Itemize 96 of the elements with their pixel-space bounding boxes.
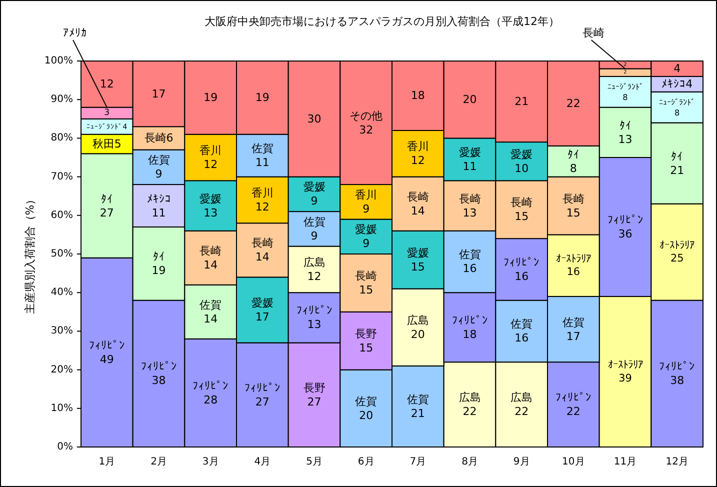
data-label: ﾀｲ 13 [618, 118, 632, 146]
tick-label: 100% [44, 56, 73, 66]
data-label: ﾀｲ 21 [670, 150, 684, 177]
data-label: 長野 15 [355, 327, 378, 354]
data-label: ﾌｨﾘﾋﾟﾝ 13 [296, 304, 332, 332]
data-label: 長崎 13 [458, 192, 481, 220]
data-label: ﾆｭｰｼﾞﾗﾝﾄﾞ 8 [607, 82, 644, 102]
tick-label: 30% [50, 326, 73, 337]
data-label: 広島 20 [406, 314, 429, 341]
data-label: ｵｰｽﾄﾗﾘｱ 39 [608, 359, 643, 384]
data-label: 長崎6 [144, 132, 174, 145]
tick-label: 60% [50, 210, 73, 221]
tick-label: 7月 [410, 456, 426, 468]
data-label: 21 [514, 95, 529, 108]
tick-label: 10月 [562, 456, 585, 468]
data-label: 愛媛 9 [355, 223, 378, 250]
data-label: 19 [204, 91, 218, 104]
data-label: ﾀｲ 8 [567, 148, 580, 175]
data-label: 3 [104, 108, 110, 118]
tick-label: 4月 [254, 456, 271, 468]
tick-label: 20% [50, 364, 73, 376]
data-label: 20 [462, 93, 477, 106]
data-label: ﾒｷｼｺ 11 [146, 192, 171, 220]
data-label: ﾌｨﾘﾋﾟﾝ 16 [504, 256, 540, 283]
data-label: ﾌｨﾘﾋﾟﾝ 49 [88, 338, 125, 366]
tick-label: 80% [50, 132, 73, 144]
data-label: ﾆｭｰｼﾞﾗﾝﾄﾞ 8 [659, 97, 696, 118]
data-label: 18 [410, 89, 425, 102]
data-label: 17 [152, 87, 166, 100]
data-label: ｵｰｽﾄﾗﾘｱ 16 [556, 252, 591, 278]
data-label: ﾌｨﾘﾋﾟﾝ 18 [452, 314, 488, 341]
data-label: 長崎 15 [355, 269, 378, 296]
data-label: ﾌｨﾘﾋﾟﾝ 22 [555, 391, 592, 418]
ylabel: 主産県別入荷割合（%） [24, 194, 36, 314]
data-label: 愛媛 9 [303, 180, 326, 208]
annotation: 長崎 [582, 26, 604, 40]
tick-label: 12月 [666, 456, 688, 468]
data-label: 愛媛 11 [458, 146, 481, 173]
data-label: ｵｰｽﾄﾗﾘｱ 25 [660, 239, 695, 265]
data-label: 19 [255, 91, 270, 104]
tick-label: 5月 [306, 456, 322, 468]
data-label: 佐賀 16 [458, 248, 481, 276]
data-label: 22 [566, 96, 580, 110]
tick-label: 6月 [358, 456, 374, 468]
tick-label: 11月 [614, 456, 637, 468]
tick-label: 3月 [202, 456, 219, 468]
data-label: 長崎 14 [200, 244, 222, 272]
tick-label: 8月 [462, 456, 478, 468]
data-label: 佐賀 16 [510, 318, 533, 345]
data-label: 佐賀 11 [251, 142, 274, 170]
tick-label: 90% [50, 94, 73, 106]
data-label: 広島 22 [458, 391, 481, 418]
data-label: 長崎 15 [562, 192, 584, 220]
tick-label: 9月 [513, 456, 530, 468]
tick-label: 0% [57, 442, 73, 452]
data-label: 佐賀 20 [355, 394, 378, 422]
data-label: 広島 22 [510, 391, 533, 418]
data-label: 30 [307, 112, 322, 126]
data-label: 佐賀 9 [303, 215, 326, 242]
data-label: 香川 12 [200, 144, 222, 171]
data-label: 長崎 14 [251, 236, 274, 264]
tick-label: 10% [50, 402, 73, 414]
data-label: ﾌｨﾘﾋﾟﾝ 36 [607, 213, 644, 240]
data-label: その他 32 [350, 109, 383, 136]
data-label: 佐賀 9 [148, 154, 170, 181]
data-label: 秋田5 [92, 138, 122, 150]
tick-label: 70% [50, 171, 73, 182]
data-label: ﾌｨﾘﾋﾟﾝ 38 [659, 360, 696, 388]
data-label: ﾀｲ 27 [100, 192, 114, 220]
data-label: 愛媛 15 [406, 246, 429, 274]
data-label: 香川 12 [406, 140, 429, 168]
data-label: 佐賀 14 [200, 298, 222, 326]
data-label: 佐賀 21 [406, 392, 429, 420]
data-label: ﾒｷｼｺ4 [662, 78, 693, 91]
title: 大阪府中央卸売市場におけるアスパラガスの月別入荷割合（平成12年） [204, 15, 560, 28]
data-label: 愛媛 17 [251, 296, 274, 324]
data-label: ﾌｨﾘﾋﾟﾝ 38 [140, 360, 177, 388]
annotation: ｱﾒﾘｶ [63, 26, 87, 40]
data-label: ﾌｨﾘﾋﾟﾝ 27 [244, 381, 280, 408]
data-label: ﾀｲ 19 [152, 250, 166, 278]
tick-label: 2月 [150, 456, 167, 468]
tick-label: 40% [50, 287, 73, 298]
tick-label: 50% [50, 248, 73, 260]
data-label: 香川 9 [355, 188, 378, 216]
data-label: ﾌｨﾘﾋﾟﾝ 28 [192, 379, 229, 406]
data-label: 香川 12 [251, 186, 274, 214]
data-label: 長崎 14 [406, 190, 429, 218]
tick-label: 1月 [98, 456, 116, 468]
data-label: 愛媛 10 [510, 148, 533, 175]
data-label: 愛媛 13 [200, 192, 222, 220]
data-label: 長野 27 [303, 381, 326, 408]
data-label: 広島 12 [303, 256, 326, 283]
data-label: 12 [100, 78, 114, 91]
data-label: 長崎 15 [510, 196, 533, 224]
data-label: 4 [674, 62, 681, 76]
data-label: 佐賀 17 [562, 316, 584, 343]
